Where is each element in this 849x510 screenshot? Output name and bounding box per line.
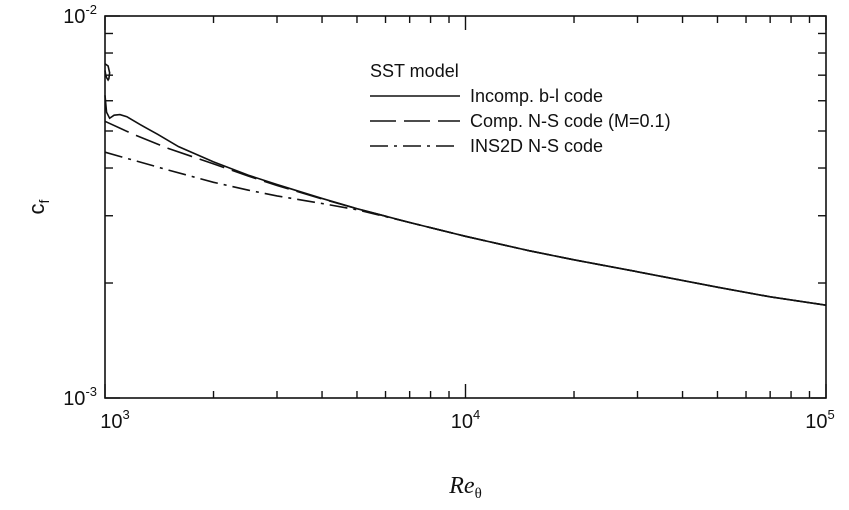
- x-tick-label-exponent: 3: [123, 407, 130, 422]
- y-tick-label-exponent: -3: [85, 384, 97, 399]
- series-line-2: [104, 120, 827, 306]
- x-tick-label-base: 10: [451, 411, 473, 433]
- x-tick-label: 104: [451, 407, 480, 433]
- plot-frame: [104, 15, 827, 399]
- x-axis-label-main: Re: [448, 473, 475, 499]
- legend: SST model Incomp. b-l code Comp. N-S code …: [370, 61, 671, 156]
- series-line-3: [104, 151, 827, 306]
- x-tick-label-base: 10: [100, 411, 122, 433]
- y-tick-label-base: 10: [63, 6, 85, 28]
- x-axis-label: Reθ: [448, 473, 482, 502]
- series-line-4: [104, 63, 111, 82]
- y-axis-label-main: c: [24, 203, 49, 214]
- x-axis-label-subscript: θ: [475, 486, 482, 502]
- y-tick-label-base: 10: [63, 388, 85, 410]
- legend-label-2: Comp. N-S code (M=0.1): [470, 111, 671, 131]
- legend-label-1: Incomp. b-l code: [470, 86, 603, 106]
- series-layer: [104, 63, 827, 306]
- minor-ticks: [105, 16, 826, 398]
- legend-title: SST model: [370, 61, 459, 81]
- y-tick-label: 10-2: [63, 2, 97, 28]
- x-tick-label: 105: [805, 407, 834, 433]
- major-ticks: [104, 15, 827, 399]
- x-tick-label-exponent: 5: [828, 407, 835, 422]
- y-axis-label: cf: [24, 199, 52, 214]
- y-tick-label-exponent: -2: [85, 2, 97, 17]
- legend-label-3: INS2D N-S code: [470, 136, 603, 156]
- x-tick-label-base: 10: [805, 411, 827, 433]
- series-line-1: [104, 95, 827, 306]
- x-tick-label: 103: [100, 407, 129, 433]
- y-tick-label: 10-3: [63, 384, 97, 410]
- x-tick-label-exponent: 4: [473, 407, 480, 422]
- y-axis-label-subscript: f: [36, 199, 52, 203]
